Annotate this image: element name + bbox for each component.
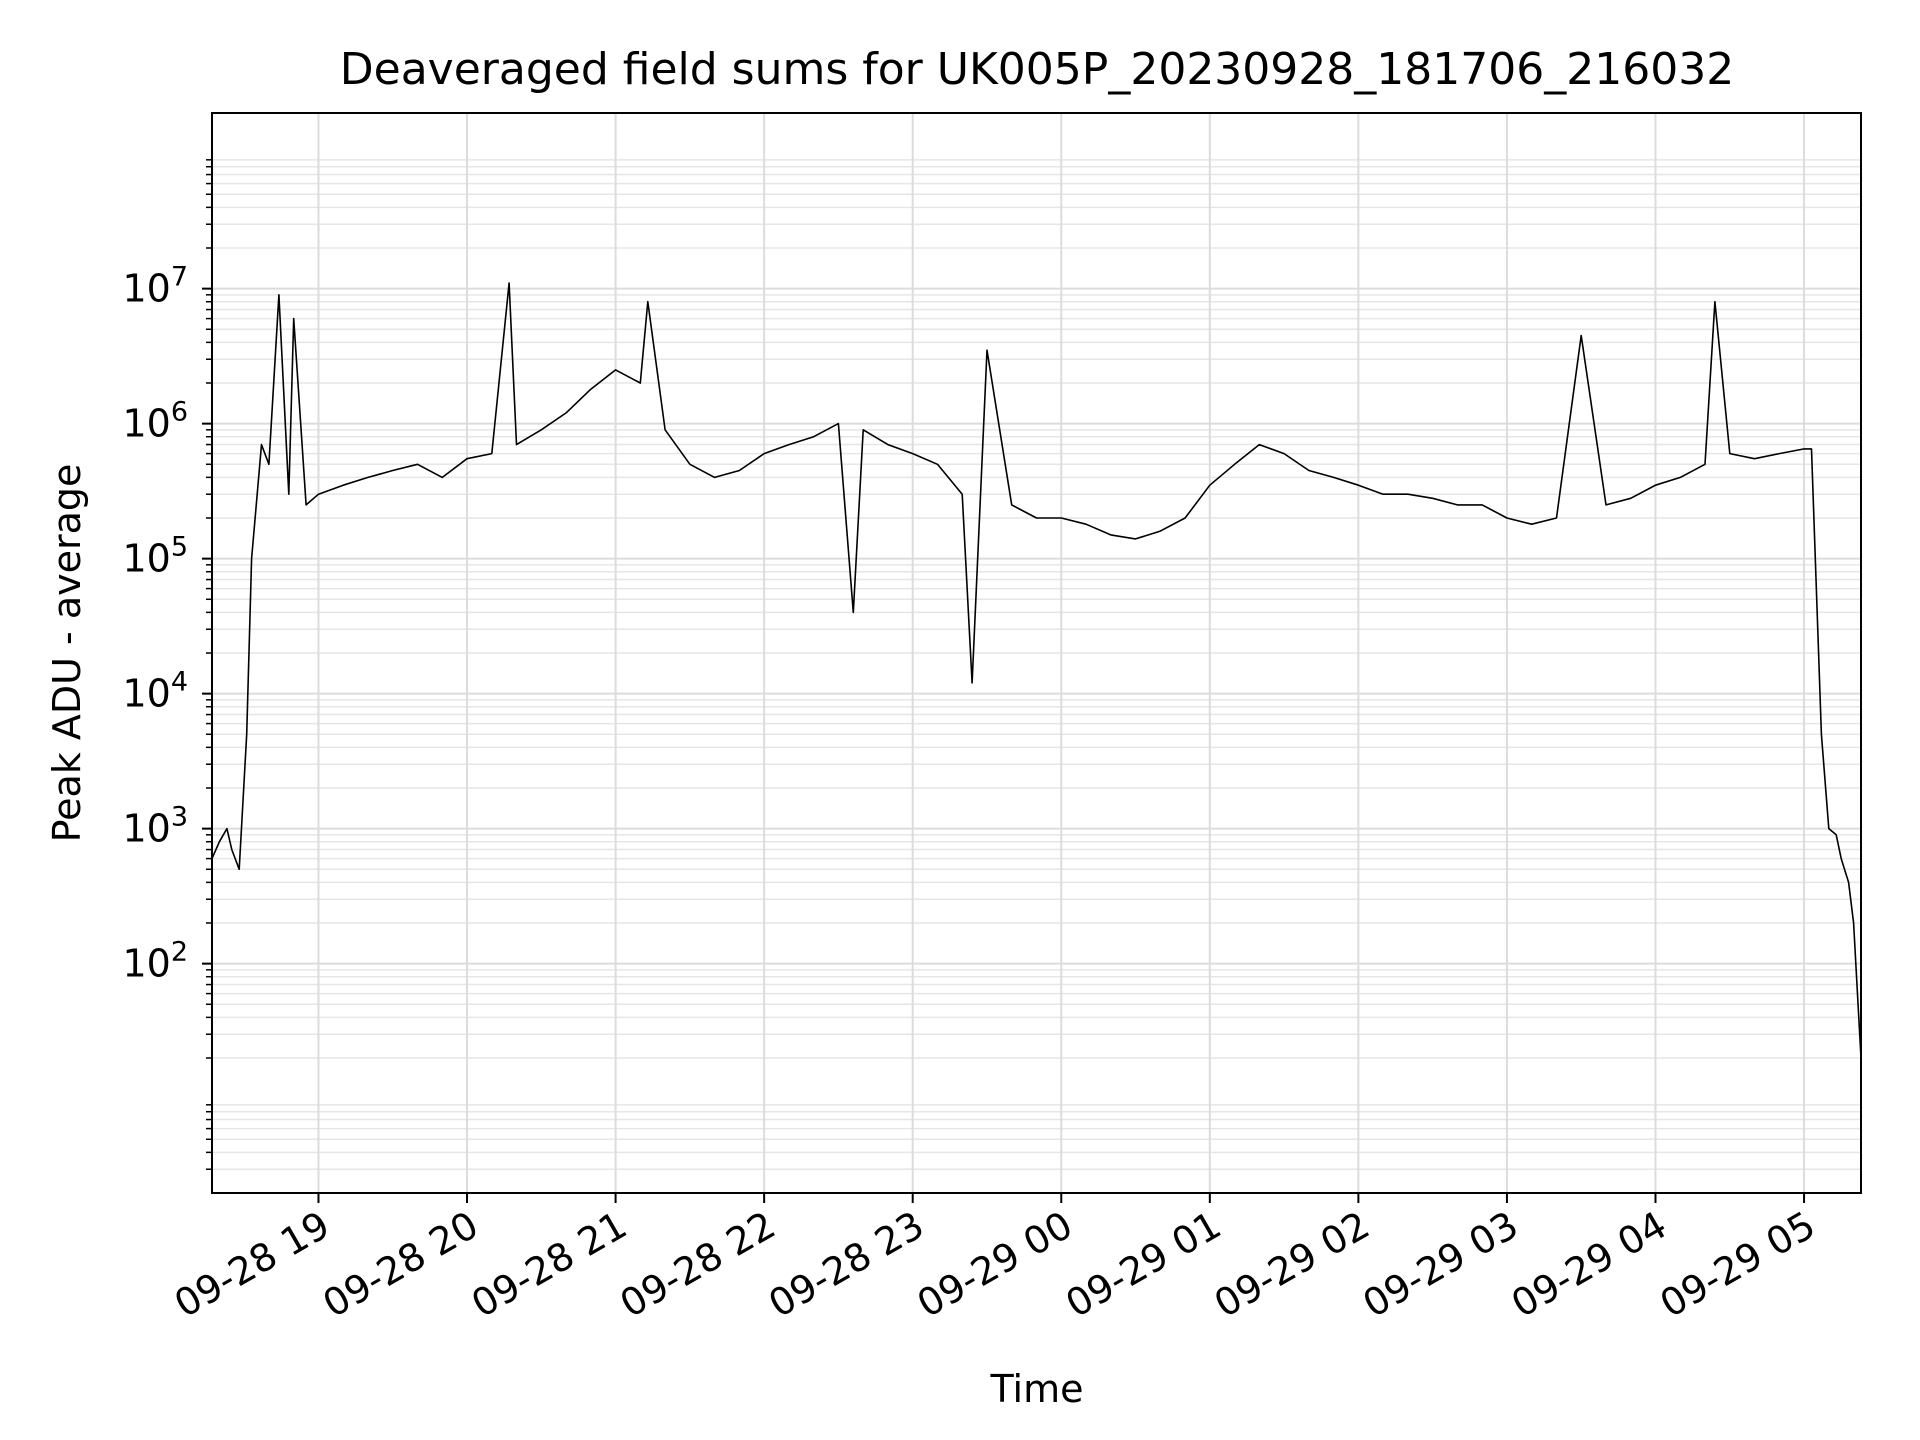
y-tick-label: 106 — [122, 397, 188, 446]
grid — [212, 113, 1861, 1193]
y-tick-label: 102 — [122, 937, 188, 986]
y-axis-label: Peak ADU - average — [45, 464, 89, 843]
y-tick-label: 107 — [122, 262, 188, 311]
y-tick-label: 105 — [122, 532, 188, 581]
plot-area — [211, 282, 1862, 1059]
data-line — [211, 282, 1862, 1059]
x-axis-label: Time — [990, 1367, 1084, 1411]
chart-title: Deaveraged field sums for UK005P_2023092… — [340, 44, 1734, 95]
y-tick-label: 104 — [122, 667, 188, 716]
y-tick-label: 103 — [122, 802, 188, 851]
